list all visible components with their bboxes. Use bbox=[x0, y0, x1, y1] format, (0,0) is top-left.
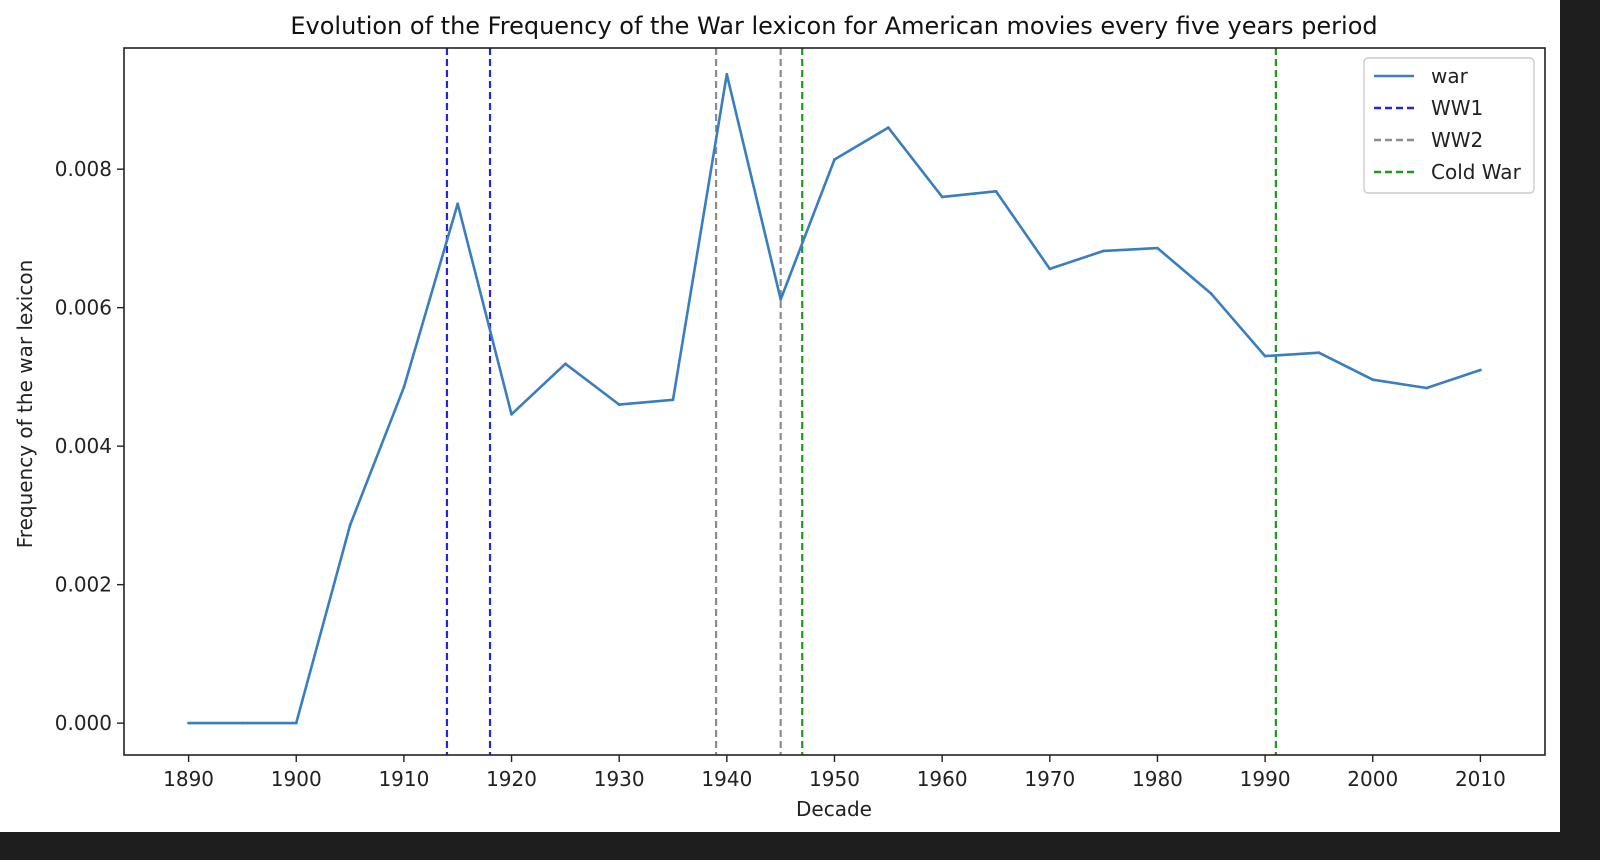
data-point bbox=[671, 398, 675, 402]
y-tick-label: 0.004 bbox=[55, 434, 112, 458]
legend-label-ww2: WW2 bbox=[1431, 128, 1483, 152]
x-tick-label: 1930 bbox=[594, 767, 645, 791]
x-tick-label: 1970 bbox=[1024, 767, 1075, 791]
data-point bbox=[187, 721, 190, 725]
data-point bbox=[1156, 246, 1159, 250]
x-tick-label: 2010 bbox=[1455, 767, 1506, 791]
series-line-war bbox=[188, 73, 1481, 725]
data-point bbox=[833, 158, 836, 161]
data-point bbox=[779, 297, 783, 301]
plot-area-border bbox=[123, 47, 1546, 756]
data-point bbox=[1209, 292, 1213, 296]
x-tick-label: 1960 bbox=[917, 767, 968, 791]
y-tick-label: 0.002 bbox=[55, 573, 112, 597]
data-point bbox=[456, 202, 460, 206]
x-tick-label: 1950 bbox=[809, 767, 860, 791]
x-tick-label: 1980 bbox=[1132, 767, 1183, 791]
x-tick-label: 1920 bbox=[486, 767, 537, 791]
legend: war WW1 WW2 Cold War bbox=[1363, 57, 1535, 194]
x-tick-label: 1910 bbox=[378, 767, 429, 791]
data-point bbox=[940, 195, 944, 199]
x-tick-label: 1990 bbox=[1240, 767, 1291, 791]
y-tick-label: 0.008 bbox=[55, 157, 112, 181]
y-axis-label: Frequency of the war lexicon bbox=[13, 260, 37, 549]
data-point bbox=[1425, 386, 1428, 390]
x-tick-label: 1940 bbox=[701, 767, 752, 791]
data-point bbox=[402, 385, 406, 389]
legend-label-war: war bbox=[1431, 64, 1469, 88]
data-point bbox=[617, 403, 621, 407]
data-point bbox=[994, 189, 998, 193]
data-point bbox=[1048, 267, 1052, 271]
data-point bbox=[1317, 351, 1321, 355]
data-point bbox=[1102, 249, 1106, 253]
x-tick-label: 2000 bbox=[1347, 767, 1398, 791]
legend-box bbox=[1363, 57, 1535, 194]
y-tick-label: 0.000 bbox=[55, 711, 112, 735]
x-axis-label: Decade bbox=[796, 797, 872, 821]
legend-label-ww1: WW1 bbox=[1431, 96, 1483, 120]
y-tick-label: 0.006 bbox=[55, 296, 112, 320]
x-tick-label: 1890 bbox=[163, 767, 214, 791]
x-tick-label: 1900 bbox=[271, 767, 322, 791]
data-point bbox=[348, 523, 352, 527]
data-point bbox=[1263, 354, 1267, 358]
chart-title: Evolution of the Frequency of the War le… bbox=[290, 12, 1377, 40]
data-point bbox=[294, 721, 298, 725]
data-point bbox=[886, 126, 890, 130]
data-point bbox=[725, 72, 729, 76]
legend-label-cold-war: Cold War bbox=[1431, 160, 1522, 184]
line-chart: Evolution of the Frequency of the War le… bbox=[13, 12, 1546, 821]
chart-frame: Evolution of the Frequency of the War le… bbox=[0, 0, 1560, 832]
data-point bbox=[510, 412, 513, 416]
data-point bbox=[1479, 368, 1482, 372]
data-point bbox=[563, 362, 567, 366]
data-point bbox=[1371, 378, 1375, 382]
data-point bbox=[241, 721, 244, 725]
